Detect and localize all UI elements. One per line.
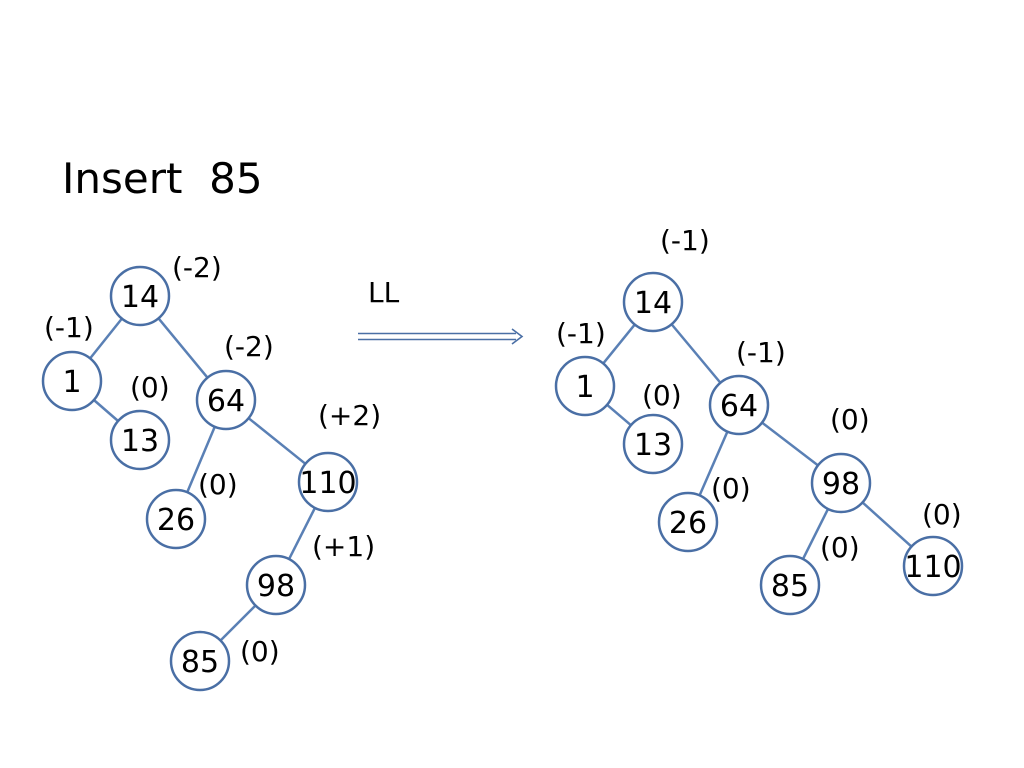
balance-factor-label: (0) [130, 371, 170, 404]
balance-factor-label: (0) [830, 403, 870, 436]
after-node-110: 110 (0) [902, 498, 964, 597]
after-edge-98-85 [801, 508, 830, 560]
node-circle [109, 409, 171, 471]
balance-factor-label: (-1) [44, 311, 94, 344]
node-circle [169, 630, 231, 692]
arrow-head [511, 328, 524, 345]
slide-title: Insert 85 [62, 154, 263, 203]
before-edge-98-85 [219, 604, 257, 642]
node-circle [657, 491, 719, 553]
node-value: 85 [181, 645, 219, 680]
before-edge-14-1 [89, 317, 123, 360]
balance-factor-label: (-2) [172, 251, 222, 284]
node-value: 14 [634, 286, 672, 321]
before-edge-64-110 [247, 417, 307, 465]
node-circle [622, 271, 684, 333]
after-node-64: 64 (-1) [708, 336, 786, 436]
after-edge-64-98 [761, 421, 819, 467]
before-node-1: 1 (-1) [41, 311, 103, 412]
node-circle [145, 488, 207, 550]
node-value: 64 [207, 384, 245, 419]
node-value: 110 [299, 466, 356, 501]
before-node-64: 64 (-2) [195, 330, 274, 431]
before-node-98: 98 (+1) [245, 530, 375, 616]
balance-factor-label: (-1) [736, 336, 786, 369]
after-node-14: 14 (-1) [622, 224, 710, 333]
node-circle [554, 355, 616, 417]
node-value: 98 [822, 467, 860, 502]
balance-factor-label: (-1) [660, 224, 710, 257]
balance-factor-label: (0) [711, 472, 751, 505]
node-value: 26 [669, 506, 707, 541]
balance-factor-label: (0) [198, 468, 238, 501]
after-edge-14-1 [602, 323, 636, 365]
before-edge-14-64 [157, 317, 209, 379]
node-value: 98 [257, 569, 295, 604]
node-value: 13 [634, 428, 672, 463]
before-node-14: 14 (-2) [109, 251, 222, 327]
balance-factor-label: (0) [820, 531, 860, 564]
node-value: 26 [157, 503, 195, 538]
after-node-98: 98 (0) [810, 403, 872, 514]
after-edge-98-110 [861, 501, 913, 548]
before-node-26: 26(0) [145, 468, 238, 550]
node-value: 13 [121, 424, 159, 459]
after-edge-64-26 [698, 431, 729, 496]
balance-factor-label: (0) [922, 498, 962, 531]
before-node-13: 13 (0) [109, 371, 171, 471]
after-node-26: 26(0) [657, 472, 751, 553]
tree-after-rotation: 14(-1)1(-1)13(0) 64(-1)26(0) 98(0)85(0)110… [554, 224, 964, 616]
node-circle [109, 265, 171, 327]
after-edge-14-64 [670, 323, 722, 384]
node-value: 64 [720, 389, 758, 424]
after-node-1: 1 (-1) [554, 317, 616, 417]
before-edge-1-13 [93, 399, 119, 422]
balance-factor-label: (+2) [318, 399, 381, 432]
node-circle [297, 451, 359, 513]
tree-before-rotation: 14(-2)1(-1)13(0) 64(-2)26(0) 110(+2)98(+1)… [41, 251, 381, 692]
rotation-label: LL [368, 276, 400, 309]
node-circle [759, 554, 821, 616]
node-value: 1 [575, 370, 594, 405]
node-circle [902, 535, 964, 597]
node-value: 1 [62, 365, 81, 400]
balance-factor-label: (-2) [224, 330, 274, 363]
balance-factor-label: (0) [240, 635, 280, 668]
after-node-85: 85 (0) [759, 531, 860, 616]
node-circle [245, 554, 307, 616]
node-circle [810, 452, 872, 514]
node-circle [622, 413, 684, 475]
before-edge-64-26 [186, 426, 216, 493]
rotation-arrow: LL [358, 276, 524, 345]
node-circle [708, 374, 770, 436]
node-circle [41, 350, 103, 412]
balance-factor-label: (+1) [312, 530, 375, 563]
node-value: 14 [121, 280, 159, 315]
after-node-13: 13(0) [622, 379, 684, 475]
node-value: 110 [904, 550, 961, 585]
balance-factor-label: (-1) [556, 317, 606, 350]
before-node-110: 110 (+2) [297, 399, 381, 513]
node-circle [195, 369, 257, 431]
after-edge-1-13 [606, 403, 632, 427]
before-node-85: 85 (0) [169, 630, 280, 692]
node-value: 85 [771, 569, 809, 604]
balance-factor-label: (0) [642, 379, 682, 412]
before-edge-110-98 [287, 507, 317, 560]
